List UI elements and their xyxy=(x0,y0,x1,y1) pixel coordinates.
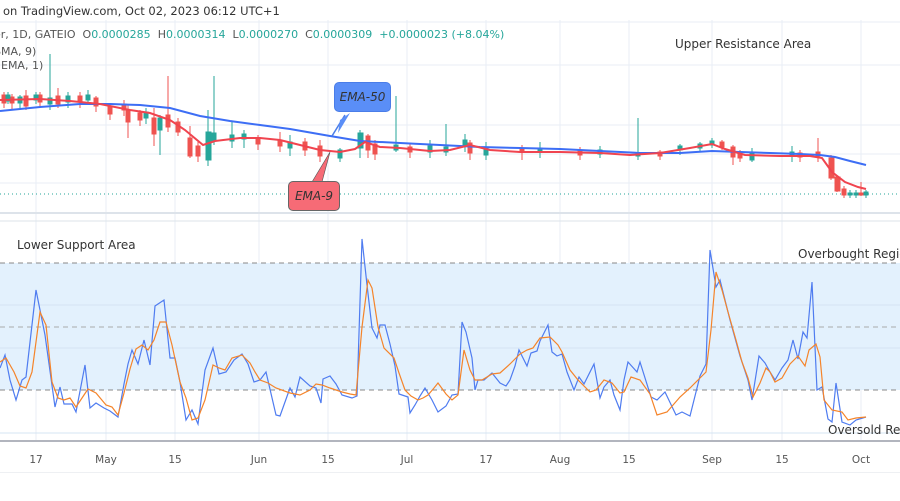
stoch-k-line xyxy=(0,238,867,427)
tick-label: Oct xyxy=(851,454,871,466)
grid-horizontal xyxy=(0,21,900,222)
overbought-label: Overbought Region xyxy=(798,247,900,261)
candles xyxy=(1,54,869,198)
oversold-label: Oversold Regi xyxy=(828,423,900,437)
symbol-label: er, 1D, GATEIO xyxy=(0,28,76,41)
open-value: 0.0000285 xyxy=(91,28,151,41)
indicator-legend-ema[interactable]: , EMA, 1) xyxy=(0,59,44,72)
tick-label: 15 xyxy=(622,454,636,466)
ema9-callout: EMA-9 xyxy=(288,181,340,211)
tick-label: Aug xyxy=(549,454,571,466)
tick-label: Sep xyxy=(702,454,722,466)
ema9-line xyxy=(0,97,867,190)
tick-label: 15 xyxy=(775,454,789,466)
tick-label: 17 xyxy=(479,454,493,466)
high-value: 0.0000314 xyxy=(165,28,226,41)
change-value: +0.0000023 (+8.04%) xyxy=(379,28,505,41)
time-axis[interactable]: 17 May 15 Jun 15 Jul 17 Aug 15 Sep 15 Oc… xyxy=(0,440,900,472)
tick-label: May xyxy=(95,454,117,466)
ema50-line xyxy=(0,103,867,166)
indicator-legend-sma[interactable]: SMA, 9) xyxy=(0,45,37,58)
tick-label: 15 xyxy=(168,454,182,466)
low-value: 0.0000270 xyxy=(238,28,299,41)
tick-label: 15 xyxy=(321,454,335,466)
ema50-callout: EMA-50 xyxy=(334,82,391,112)
upper-resistance-label: Upper Resistance Area xyxy=(675,37,812,51)
ohlc-legend: er, 1D, GATEIO O0.0000285 H0.0000314 L0.… xyxy=(0,28,504,41)
close-value: 0.0000309 xyxy=(312,28,373,41)
bottom-strip xyxy=(0,472,900,501)
published-caption: d on TradingView.com, Oct 02, 2023 06:12… xyxy=(0,4,280,18)
tick-label: Jun xyxy=(250,454,268,466)
tick-label: Jul xyxy=(400,454,414,466)
lower-support-label: Lower Support Area xyxy=(17,238,136,252)
stoch-d-line xyxy=(0,271,867,421)
tick-label: 17 xyxy=(29,454,43,466)
